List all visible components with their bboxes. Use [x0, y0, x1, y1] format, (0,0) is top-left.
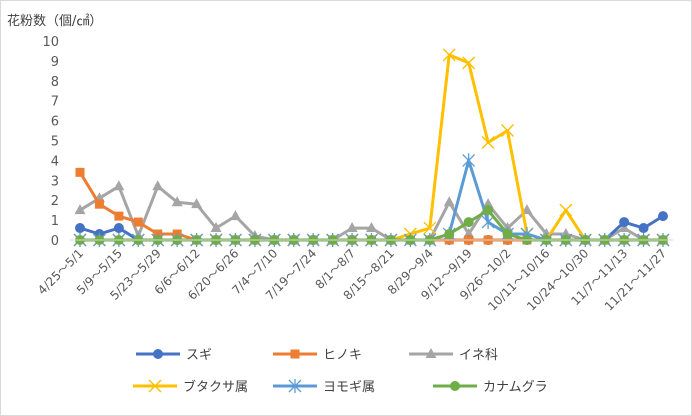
y-tick-label: 9 [51, 55, 59, 70]
data-point [210, 222, 222, 233]
data-point [444, 229, 455, 240]
data-point [443, 196, 455, 207]
legend-label: イネ科 [459, 348, 498, 363]
y-axis: 0 1 2 3 4 5 6 7 8 9 10 [42, 35, 59, 249]
data-point [346, 222, 358, 233]
data-point [113, 180, 125, 191]
legend-label: カナムグラ [483, 380, 548, 395]
legend-swatch-marker [290, 349, 300, 359]
y-tick-label: 10 [42, 35, 59, 50]
legend-swatch-marker [425, 348, 437, 358]
data-point [423, 221, 437, 235]
data-point [462, 56, 476, 70]
data-point [462, 153, 476, 168]
data-point [75, 223, 85, 234]
data-point [481, 135, 495, 149]
data-point [133, 217, 143, 227]
y-tick-label: 8 [51, 75, 59, 90]
data-point [94, 199, 104, 209]
data-point [74, 204, 86, 215]
legend-swatch-marker [288, 379, 302, 393]
data-point [482, 198, 494, 209]
y-tick-label: 3 [51, 174, 59, 189]
data-point [229, 210, 241, 221]
legend-swatch-marker [148, 379, 162, 393]
legend-label: ブタクサ属 [183, 379, 248, 395]
data-point [619, 217, 630, 228]
legend-label: スギ [186, 348, 212, 363]
legend-item: ブタクサ属 [133, 379, 248, 395]
data-point [638, 223, 649, 234]
data-point [658, 211, 668, 222]
data-point [463, 217, 474, 228]
data-point [113, 223, 124, 234]
data-point [114, 211, 124, 221]
data-point [191, 198, 203, 209]
data-point [171, 196, 183, 207]
y-tick-label: 7 [51, 95, 59, 110]
legend-item: スギ [136, 348, 212, 363]
series-line [80, 53, 663, 242]
series-layer [73, 48, 670, 247]
legend-swatch-marker [450, 381, 460, 391]
y-tick-label: 6 [51, 115, 59, 130]
legend-item: ヒノキ [273, 348, 362, 363]
data-point [559, 203, 573, 217]
legend-label: ヒノキ [323, 348, 362, 363]
y-tick-label: 4 [51, 154, 59, 169]
legend-item: ヨモギ属 [273, 379, 375, 395]
y-tick-label: 5 [51, 135, 59, 150]
data-point [366, 222, 377, 233]
data-point [75, 167, 85, 177]
data-point [483, 205, 494, 216]
data-point [481, 215, 495, 230]
series-4 [73, 48, 670, 247]
x-axis: 4/25～5/15/9～5/155/23～5/296/6～6/126/20～6/… [35, 239, 673, 314]
y-tick-label: 1 [51, 214, 59, 229]
legend-item: イネ科 [409, 348, 498, 363]
data-point [502, 229, 513, 240]
legend-swatch-marker [153, 349, 163, 359]
data-point [152, 180, 164, 191]
data-point [501, 124, 515, 138]
legend-label: ヨモギ属 [323, 380, 375, 395]
data-point [442, 48, 456, 62]
y-tick-label: 2 [51, 194, 59, 209]
y-tick-label: 0 [51, 234, 59, 249]
legend-item: カナムグラ [433, 380, 548, 395]
y-axis-label: 花粉数（個/㎠） [7, 13, 102, 29]
